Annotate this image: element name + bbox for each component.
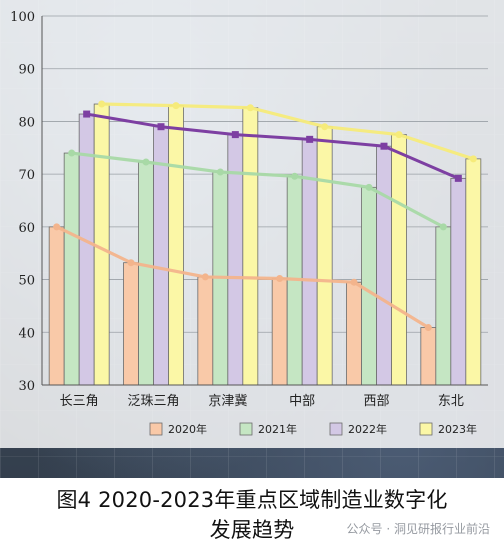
- marker-2021年-长三角: [68, 149, 76, 157]
- marker-2020年-中部: [276, 275, 284, 283]
- y-tick-label: 40: [18, 326, 35, 341]
- trend-line-2023年: [101, 102, 474, 161]
- marker-2022年-长三角: [83, 110, 91, 118]
- marker-2020年-西部: [350, 278, 358, 286]
- bar-2020年-东北: [420, 327, 437, 386]
- marker-2023年-泛珠三角: [172, 102, 180, 110]
- marker-2023年-京津冀: [246, 104, 254, 112]
- marker-2022年-西部: [380, 142, 388, 150]
- x-category-label: 西部: [363, 394, 389, 409]
- marker-2020年-东北: [424, 324, 432, 332]
- bar-2020年-泛珠三角: [123, 262, 139, 386]
- legend-swatch-2023年: [419, 422, 433, 436]
- marker-2023年-长三角: [98, 100, 106, 108]
- chart: 30 40 50 60 70 80 90 100 长三角 泛珠三角 京津冀 中部 西部 东北 2020年 2…: [0, 0, 504, 448]
- y-tick-label: 70: [18, 168, 35, 183]
- bar-2022年-东北: [450, 177, 467, 386]
- legend-swatch-2021年: [239, 422, 253, 436]
- marker-2021年-西部: [365, 183, 373, 191]
- figure-caption-line-1: 图4 2020-2023年重点区域制造业数字化: [56, 488, 448, 512]
- bar-2020年-京津冀: [197, 276, 214, 386]
- bar-2023年-东北: [465, 158, 482, 386]
- x-category-label: 东北: [438, 394, 464, 409]
- x-category-label: 京津冀: [208, 393, 247, 409]
- bar-2023年-泛珠三角: [168, 105, 184, 386]
- legend-label: 2022年: [348, 422, 387, 436]
- marker-2023年-西部: [395, 131, 403, 139]
- x-category-label: 中部: [289, 394, 315, 409]
- marker-2023年-东北: [469, 155, 477, 163]
- bar-2021年-东北: [435, 226, 452, 386]
- marker-2023年-中部: [321, 123, 329, 131]
- marker-2022年-东北: [454, 174, 462, 182]
- bar-2021年-西部: [361, 186, 377, 386]
- watermark-text: 公众号 · 洞见研报行业前沿: [346, 522, 490, 536]
- y-tick-label: 60: [18, 221, 35, 236]
- marker-2020年-泛珠三角: [127, 259, 135, 267]
- y-tick-label: 80: [18, 115, 35, 130]
- y-tick-label: 30: [18, 379, 35, 394]
- bar-2023年-京津冀: [242, 107, 259, 386]
- marker-2021年-泛珠三角: [142, 158, 150, 166]
- bar-2023年-西部: [391, 134, 407, 386]
- marker-2020年-长三角: [53, 223, 61, 231]
- trend-line-2021年: [71, 151, 445, 229]
- x-category-label: 长三角: [60, 394, 99, 409]
- marker-2020年-京津冀: [201, 273, 209, 281]
- caption-area: 图4 2020-2023年重点区域制造业数字化 发展趋势: [0, 478, 504, 549]
- y-tick-label: 90: [18, 63, 35, 78]
- x-category-label: 泛珠三角: [127, 394, 179, 409]
- bar-2020年-西部: [346, 281, 362, 386]
- legend-swatch-2020年: [149, 422, 163, 436]
- bar-2023年-中部: [316, 126, 333, 386]
- bar-2020年-长三角: [48, 226, 65, 386]
- marker-2021年-京津冀: [216, 168, 224, 176]
- bar-2020年-中部: [271, 278, 288, 386]
- legend-label: 2023年: [438, 422, 477, 436]
- marker-2021年-中部: [291, 172, 299, 180]
- bar-2022年-西部: [376, 145, 392, 386]
- legend-label: 2021年: [258, 422, 297, 436]
- trend-line-2020年: [55, 225, 430, 329]
- bar-2021年-长三角: [63, 152, 80, 386]
- bar-2021年-泛珠三角: [138, 161, 154, 386]
- marker-2021年-东北: [439, 223, 447, 231]
- figure-caption-line-2: 发展趋势: [209, 518, 295, 542]
- marker-2022年-泛珠三角: [157, 123, 165, 131]
- y-tick-label: 50: [18, 274, 35, 289]
- trend-line-2022年: [86, 112, 459, 180]
- marker-2022年-中部: [306, 135, 314, 143]
- legend-label: 2020年: [168, 422, 207, 436]
- marker-2022年-京津冀: [231, 131, 239, 139]
- y-tick-label: 100: [10, 10, 35, 25]
- legend-swatch-2022年: [329, 422, 343, 436]
